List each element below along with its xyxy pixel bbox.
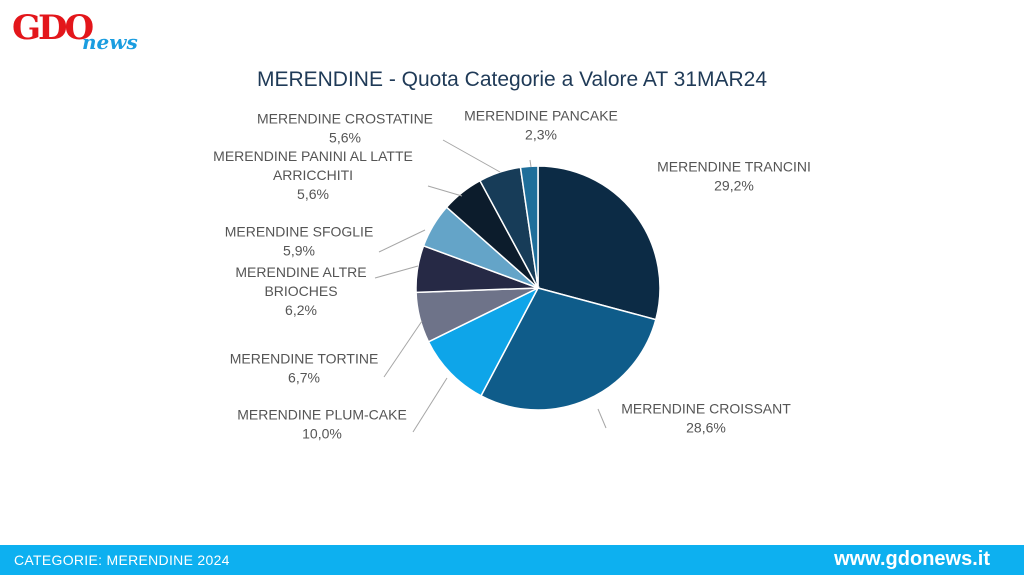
slice-category-label: MERENDINE PANINI AL LATTE: [213, 148, 413, 164]
slice-category-label: MERENDINE PANCAKE: [464, 108, 618, 124]
slice-value-label: 5,6%: [329, 130, 361, 146]
slice-value-label: 10,0%: [302, 426, 342, 442]
pie-slice-merendine-pancake: [519, 165, 539, 289]
slice-value-label: 6,7%: [288, 370, 320, 386]
leader-line: [529, 159, 532, 168]
pie-chart: MERENDINE TRANCINI 29,2% MERENDINE CROISSA…: [213, 108, 811, 442]
slice-category-label: MERENDINE TORTINE: [230, 351, 379, 367]
slice-value-label: 5,9%: [283, 243, 315, 259]
footer-website-link[interactable]: www.gdonews.it: [834, 548, 990, 570]
leader-line: [412, 377, 448, 433]
leader-line: [383, 320, 423, 378]
pie-slice-merendine-croissant: [479, 287, 657, 411]
slice-value-label: 28,6%: [686, 420, 726, 436]
gdo-news-logo: GDO news: [12, 8, 152, 56]
leader-line: [374, 265, 419, 279]
pie-slice-merendine-plum-cake: [427, 286, 540, 397]
slice-value-label: 2,3%: [525, 127, 557, 143]
slice-category-label: MERENDINE PLUM-CAKE: [237, 407, 407, 423]
slice-value-label: 6,2%: [285, 302, 317, 318]
footer-bar: CATEGORIE: MERENDINE 2024 www.gdonews.it: [0, 545, 1024, 575]
slice-category-label: MERENDINE CROISSANT: [621, 401, 791, 417]
slice-category-label: MERENDINE TRANCINI: [657, 159, 811, 175]
leader-line: [442, 139, 501, 173]
slice-category-label: MERENDINE CROSTATINE: [257, 111, 433, 127]
slice-category-label: BRIOCHES: [264, 283, 337, 299]
slice-category-label: MERENDINE ALTRE: [235, 264, 366, 280]
leader-line: [427, 185, 463, 197]
logo-suffix: news: [82, 30, 138, 54]
slice-category-label: MERENDINE SFOGLIE: [225, 224, 374, 240]
pie-slice-merendine-trancini: [537, 165, 661, 321]
footer-category: CATEGORIE: MERENDINE 2024: [14, 552, 230, 568]
chart-title: MERENDINE - Quota Categorie a Valore AT …: [256, 68, 768, 91]
logo-brand: GDO: [12, 8, 94, 48]
slice-category-label: ARRICCHITI: [273, 167, 353, 183]
leader-line: [597, 408, 607, 429]
slice-value-label: 29,2%: [714, 178, 754, 194]
leader-line: [378, 229, 426, 253]
slice-value-label: 5,6%: [297, 186, 329, 202]
